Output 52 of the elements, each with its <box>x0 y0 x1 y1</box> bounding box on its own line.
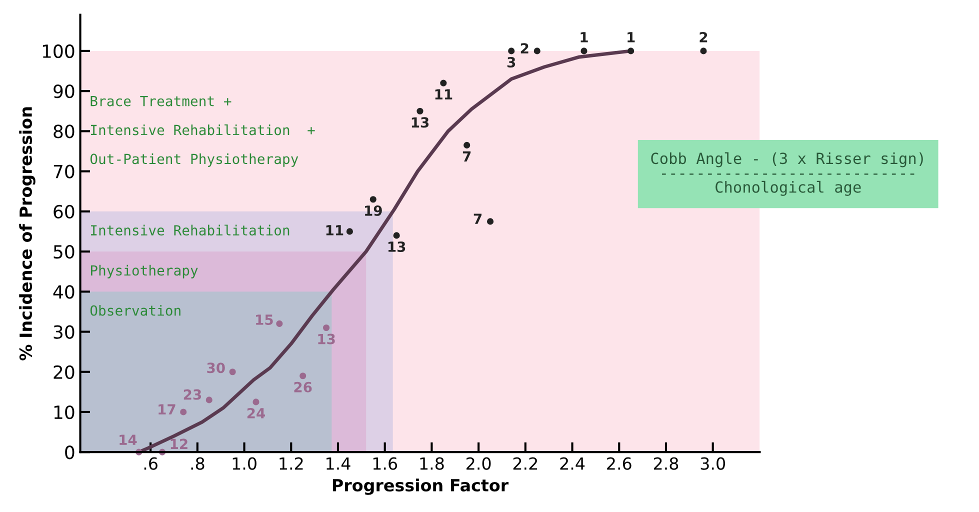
x-tick-label: 2.2 <box>513 457 538 470</box>
annotation: 3 <box>507 56 516 68</box>
annotation: 19 <box>365 205 382 216</box>
band-label: Observation <box>90 305 180 316</box>
x-tick-label: 2.4 <box>560 457 585 470</box>
x-tick-label: 3.0 <box>700 457 725 470</box>
y-tick-label: 10 <box>54 405 74 420</box>
x-tick-label: 1.4 <box>326 457 350 470</box>
annotation: 14 <box>120 434 137 445</box>
annotation: 7 <box>462 151 471 162</box>
annotation: 13 <box>412 117 429 128</box>
annotation: 2 <box>520 43 528 54</box>
x-axis-title: Progression Factor <box>332 478 509 495</box>
annotation: 24 <box>247 408 266 418</box>
x-tick-label: .8 <box>191 457 204 470</box>
annotation: 17 <box>158 404 176 414</box>
y-tick-label: 0 <box>65 446 74 460</box>
band-label: Physiotherapy <box>90 264 198 278</box>
y-tick-label: 80 <box>54 124 74 138</box>
annotation: 23 <box>184 389 202 400</box>
x-tick-label: 1.8 <box>420 457 444 470</box>
y-axis-title: % Incidence of Progression <box>19 107 36 360</box>
annotation: 13 <box>318 334 335 344</box>
x-tick-label: 2.8 <box>654 457 678 470</box>
y-tick-label: 40 <box>53 285 74 299</box>
x-tick-label: 2.6 <box>607 457 632 470</box>
annotation: Cobb Angle - (3 x Risser sign) ---------------------------- Chonological age <box>651 152 923 196</box>
band-label: Intensive Rehabilitation <box>91 224 290 236</box>
y-tick-label: 70 <box>54 164 74 178</box>
annotation: 11 <box>435 89 452 100</box>
text: Brace Treatment + Intensive Rehabilitation + Out-Patient Physiotherapy <box>90 96 315 167</box>
x-tick-label: .6 <box>144 457 158 470</box>
annotation: 11 <box>326 225 344 236</box>
x-tick-label: 1.6 <box>373 457 398 470</box>
x-tick-label: 2.0 <box>466 457 491 470</box>
annotation: 26 <box>294 382 312 392</box>
y-tick-label: 20 <box>54 365 74 379</box>
x-tick-label: 1.0 <box>232 457 256 470</box>
annotation: 13 <box>388 242 406 252</box>
annotation: 1 <box>628 32 635 42</box>
y-tick-label: 60 <box>54 204 74 219</box>
annotation: 2 <box>700 32 708 42</box>
y-tick-label: 100 <box>42 44 74 58</box>
x-tick-label: 1.2 <box>280 457 303 470</box>
annotation: 7 <box>474 214 482 224</box>
annotation: 1 <box>580 32 588 42</box>
annotation: 15 <box>256 314 273 325</box>
y-tick-label: 30 <box>54 325 74 339</box>
y-tick-label: 50 <box>54 244 74 259</box>
annotation: 12 <box>170 438 188 449</box>
annotation: 30 <box>207 362 225 374</box>
y-tick-label: 90 <box>54 84 74 98</box>
